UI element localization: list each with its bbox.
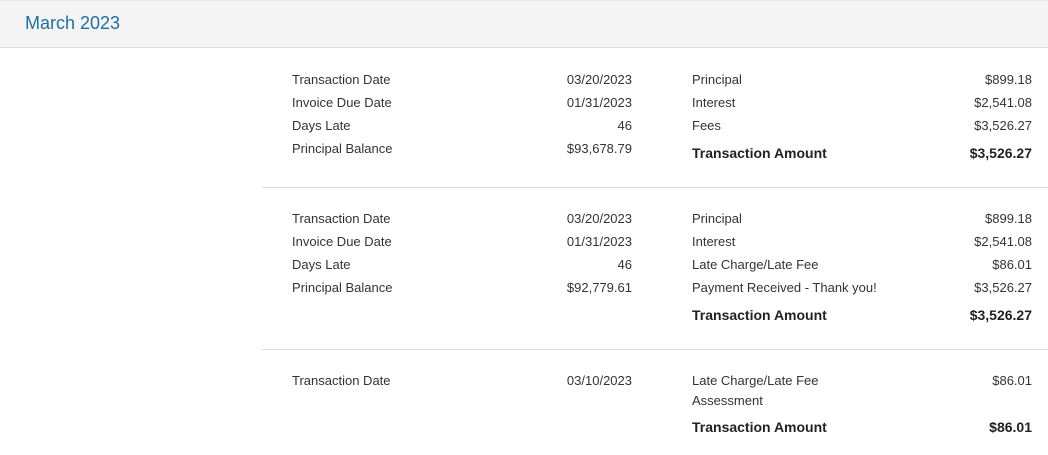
month-title: March 2023 bbox=[25, 13, 121, 33]
breakdown-row: Fees $3,526.27 bbox=[692, 114, 1032, 137]
transaction-details: Transaction Date 03/20/2023 Invoice Due D… bbox=[292, 68, 632, 160]
detail-row: Invoice Due Date 01/31/2023 bbox=[292, 91, 632, 114]
breakdown-row: Principal $899.18 bbox=[692, 207, 1032, 230]
breakdown-label: Principal bbox=[692, 211, 742, 226]
total-label: Transaction Amount bbox=[692, 307, 827, 323]
detail-row: Principal Balance $92,779.61 bbox=[292, 276, 632, 299]
month-header: March 2023 bbox=[0, 0, 1048, 48]
breakdown-row: Payment Received - Thank you! $3,526.27 bbox=[692, 276, 1032, 299]
transaction-total-row: Transaction Amount $3,526.27 bbox=[692, 142, 1032, 165]
breakdown-value: $2,541.08 bbox=[974, 234, 1032, 249]
detail-value: 03/20/2023 bbox=[566, 72, 632, 87]
detail-label: Transaction Date bbox=[292, 373, 391, 388]
breakdown-value: $2,541.08 bbox=[974, 95, 1032, 110]
total-value: $3,526.27 bbox=[969, 307, 1032, 323]
breakdown-row: Interest $2,541.08 bbox=[692, 91, 1032, 114]
detail-row: Transaction Date 03/20/2023 bbox=[292, 207, 632, 230]
detail-label: Transaction Date bbox=[292, 72, 391, 87]
breakdown-value: $3,526.27 bbox=[974, 280, 1032, 295]
transaction-total-row: Transaction Amount $3,526.27 bbox=[692, 304, 1032, 327]
detail-value: $92,779.61 bbox=[566, 280, 632, 295]
transaction-breakdown: Principal $899.18 Interest $2,541.08 Late … bbox=[692, 207, 1032, 327]
divider bbox=[262, 349, 1048, 350]
divider bbox=[262, 187, 1048, 188]
breakdown-label: Late Charge/Late Fee Assessment bbox=[692, 373, 819, 408]
breakdown-value: $86.01 bbox=[992, 257, 1032, 272]
detail-value: 03/20/2023 bbox=[566, 211, 632, 226]
total-label: Transaction Amount bbox=[692, 419, 827, 435]
transaction-details: Transaction Date 03/10/2023 bbox=[292, 369, 632, 392]
detail-row: Days Late 46 bbox=[292, 114, 632, 137]
breakdown-row: Late Charge/Late Fee $86.01 bbox=[692, 253, 1032, 276]
detail-value: 01/31/2023 bbox=[566, 234, 632, 249]
breakdown-value: $86.01 bbox=[992, 373, 1032, 388]
detail-label: Principal Balance bbox=[292, 141, 393, 156]
breakdown-value: $899.18 bbox=[985, 211, 1032, 226]
detail-label: Principal Balance bbox=[292, 280, 393, 295]
breakdown-label: Late Charge/Late Fee bbox=[692, 257, 819, 272]
detail-row: Principal Balance $93,678.79 bbox=[292, 137, 632, 160]
breakdown-label: Principal bbox=[692, 72, 742, 87]
detail-label: Invoice Due Date bbox=[292, 95, 392, 110]
detail-value: 01/31/2023 bbox=[566, 95, 632, 110]
total-value: $3,526.27 bbox=[969, 145, 1032, 161]
total-value: $86.01 bbox=[989, 419, 1032, 435]
detail-label: Transaction Date bbox=[292, 211, 391, 226]
detail-row: Days Late 46 bbox=[292, 253, 632, 276]
breakdown-value: $899.18 bbox=[985, 72, 1032, 87]
detail-label: Days Late bbox=[292, 118, 351, 133]
detail-value: $93,678.79 bbox=[566, 141, 632, 156]
breakdown-value: $3,526.27 bbox=[974, 118, 1032, 133]
transaction-total-row: Transaction Amount $86.01 bbox=[692, 416, 1032, 439]
breakdown-label: Payment Received - Thank you! bbox=[692, 280, 877, 295]
breakdown-row: Principal $899.18 bbox=[692, 68, 1032, 91]
total-label: Transaction Amount bbox=[692, 145, 827, 161]
detail-value: 03/10/2023 bbox=[566, 373, 632, 388]
transaction-breakdown: Late Charge/Late Fee Assessment $86.01 Tr… bbox=[692, 369, 1032, 439]
detail-row: Transaction Date 03/20/2023 bbox=[292, 68, 632, 91]
detail-row: Invoice Due Date 01/31/2023 bbox=[292, 230, 632, 253]
transaction-details: Transaction Date 03/20/2023 Invoice Due D… bbox=[292, 207, 632, 299]
breakdown-label: Fees bbox=[692, 118, 721, 133]
breakdown-label: Interest bbox=[692, 95, 736, 110]
detail-value: 46 bbox=[617, 257, 632, 272]
detail-value: 46 bbox=[617, 118, 632, 133]
transaction-breakdown: Principal $899.18 Interest $2,541.08 Fees $… bbox=[692, 68, 1032, 165]
detail-label: Days Late bbox=[292, 257, 351, 272]
breakdown-row: Interest $2,541.08 bbox=[692, 230, 1032, 253]
detail-row: Transaction Date 03/10/2023 bbox=[292, 369, 632, 392]
detail-label: Invoice Due Date bbox=[292, 234, 392, 249]
breakdown-label: Interest bbox=[692, 234, 736, 249]
breakdown-row: Late Charge/Late Fee Assessment $86.01 bbox=[692, 369, 1032, 411]
